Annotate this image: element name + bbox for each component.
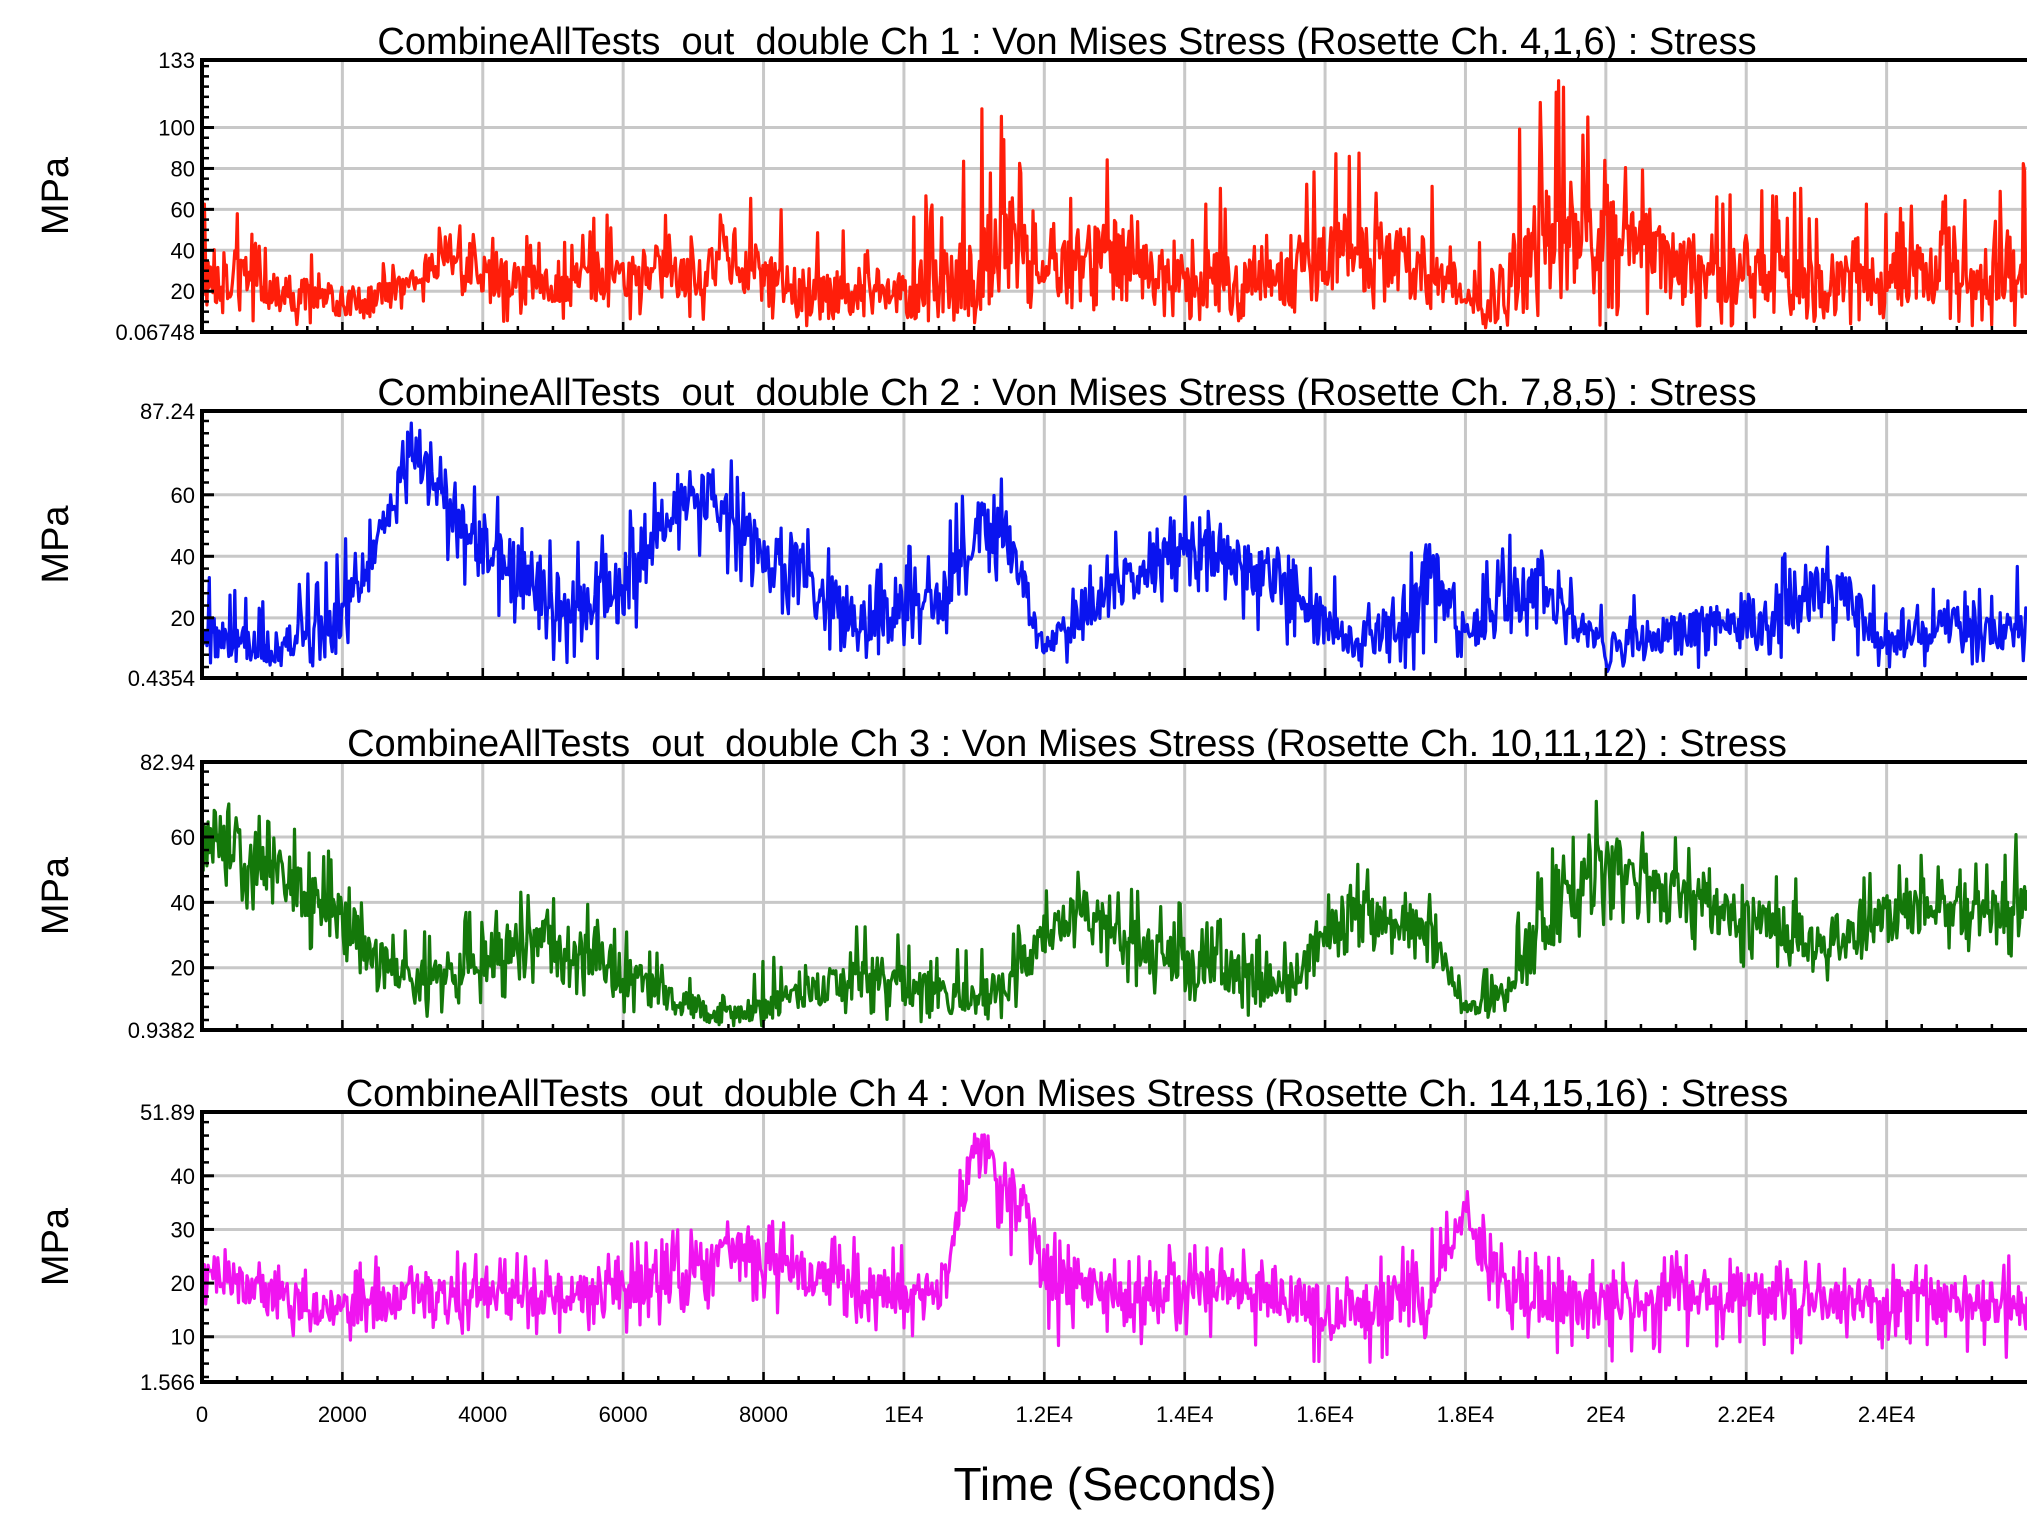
series-line-1 [202, 79, 2027, 330]
y-tick-label: 40 [171, 890, 195, 915]
y-tick-label: 0.06748 [115, 320, 195, 345]
panel-title: CombineAllTests_out_double Ch 1 : Von Mi… [377, 21, 1756, 63]
x-tick-label: 1.6E4 [1296, 1402, 1354, 1427]
y-tick-label: 100 [158, 116, 195, 141]
x-tick-label: 1.8E4 [1437, 1402, 1495, 1427]
x-tick-label: 1.4E4 [1156, 1402, 1214, 1427]
y-axis-label: MPa [35, 856, 77, 935]
chart-panel-4: 1.566 10 20 30 40 51.89 MPa CombineAllTests_out… [35, 1073, 2027, 1395]
series-line-2 [202, 421, 2027, 674]
x-tick-label: 2.4E4 [1858, 1402, 1916, 1427]
x-tick-label: 4000 [458, 1402, 507, 1427]
plot-frame [200, 760, 2027, 1032]
chart-panel-2: 0.4354 20 40 60 87.24 MPa CombineAllTests_out_… [35, 372, 2027, 691]
y-tick-label: 60 [171, 483, 195, 508]
plot-frame [200, 1110, 2027, 1384]
y-tick-label: 20 [171, 279, 195, 304]
chart-panels: 0.06748 20 40 60 80 100 133 MPa CombineAllTests_… [35, 21, 2027, 1395]
y-tick-label: 30 [171, 1217, 195, 1242]
x-tick-label: 1E4 [884, 1402, 923, 1427]
y-tick-label: 82.94 [140, 750, 195, 775]
x-tick-label: 6000 [599, 1402, 648, 1427]
y-tick-label: 60 [171, 825, 195, 850]
y-tick-label: 20 [171, 1271, 195, 1296]
y-axis-label: MPa [35, 156, 77, 235]
panel-title: CombineAllTests_out_double Ch 3 : Von Mi… [347, 723, 1787, 765]
series-line-3 [202, 799, 2027, 1028]
chart-panel-1: 0.06748 20 40 60 80 100 133 MPa CombineAllTests_… [35, 21, 2027, 345]
x-axis: 0 2000 4000 6000 8000 1E4 1.2E4 1.4E4 1.6E4 1.8E4… [196, 1402, 1915, 1427]
y-tick-label: 1.566 [140, 1370, 195, 1395]
y-tick-label: 20 [171, 956, 195, 981]
y-tick-label: 0.4354 [128, 666, 195, 691]
y-tick-label: 80 [171, 156, 195, 181]
y-tick-label: 87.24 [140, 399, 195, 424]
y-tick-label: 40 [171, 544, 195, 569]
x-tick-label: 0 [196, 1402, 208, 1427]
y-tick-label: 0.9382 [128, 1018, 195, 1043]
chart-panel-3: 0.9382 20 40 60 82.94 MPa CombineAllTests_out_… [35, 723, 2027, 1043]
y-tick-label: 60 [171, 197, 195, 222]
y-axis-label: MPa [35, 1207, 77, 1286]
series-line-4 [202, 1132, 2027, 1364]
x-axis-label: Time (Seconds) [954, 1458, 1277, 1510]
y-tick-label: 20 [171, 606, 195, 631]
x-tick-label: 1.2E4 [1016, 1402, 1074, 1427]
panel-title: CombineAllTests_out_double Ch 2 : Von Mi… [377, 372, 1756, 414]
x-tick-label: 2.2E4 [1717, 1402, 1775, 1427]
y-axis-label: MPa [35, 505, 77, 584]
y-tick-label: 40 [171, 1164, 195, 1189]
x-tick-label: 8000 [739, 1402, 788, 1427]
x-tick-label: 2000 [318, 1402, 367, 1427]
panel-title: CombineAllTests_out_double Ch 4 : Von Mi… [346, 1073, 1789, 1115]
y-tick-label: 10 [171, 1325, 195, 1350]
y-tick-label: 40 [171, 238, 195, 263]
x-tick-label: 2E4 [1586, 1402, 1625, 1427]
y-tick-label: 133 [158, 48, 195, 73]
y-tick-label: 51.89 [140, 1100, 195, 1125]
